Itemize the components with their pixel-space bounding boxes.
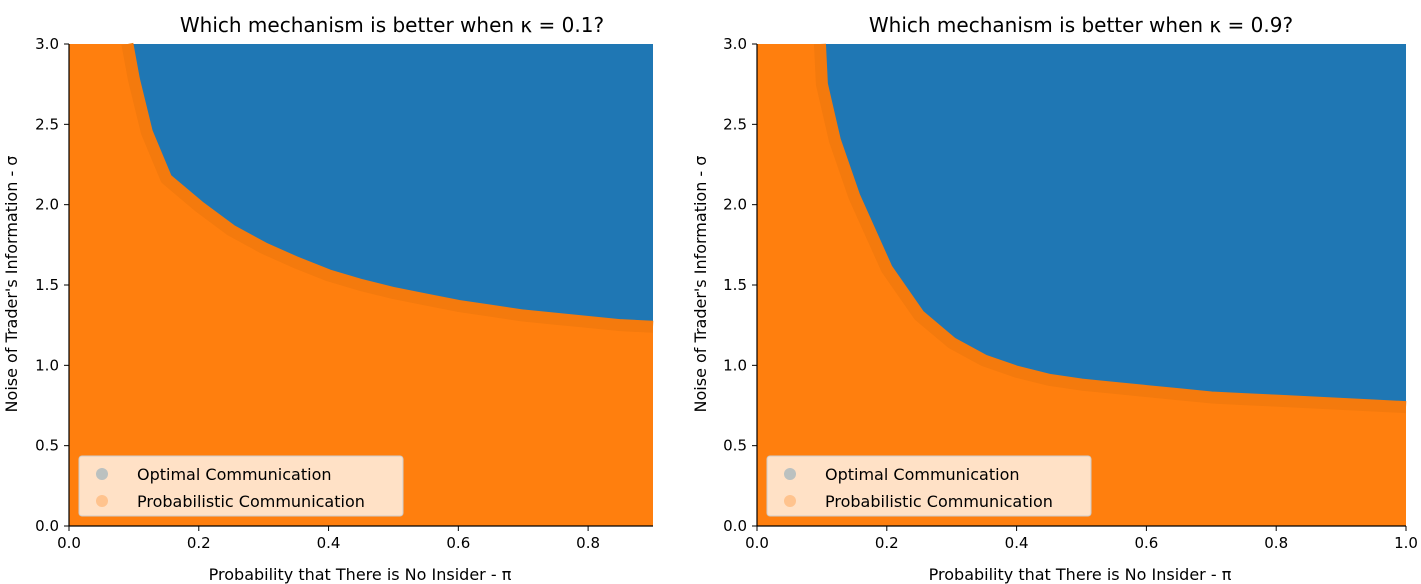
y-tick-label: 1.5 (35, 276, 59, 294)
boundary-line (813, 43, 1407, 414)
legend: Optimal Communication Probabilistic Commu… (766, 455, 1092, 517)
y-tick-label: 1.0 (723, 356, 747, 374)
x-tick-label: 0.0 (745, 534, 769, 552)
x-tick-label: 0.2 (187, 534, 211, 552)
legend-label: Probabilistic Communication (825, 492, 1053, 511)
chart-title: Which mechanism is better when κ = 0.9? (869, 13, 1293, 37)
plot-area (68, 42, 654, 527)
y-tick-label: 3.0 (35, 35, 59, 53)
y-tick-label: 1.5 (723, 276, 747, 294)
y-tick-label: 0.5 (723, 437, 747, 455)
axis-ticks: 0.0 0.2 0.4 0.6 0.8 1.0 0.0 0.5 1.0 1.5 2.0 2.5 3.0 (723, 35, 1418, 552)
x-axis-label: Probability that There is No Insider - π (209, 565, 512, 584)
legend: Optimal Communication Probabilistic Commu… (78, 455, 404, 517)
x-tick-label: 0.6 (1134, 534, 1158, 552)
x-tick-label: 0.8 (1264, 534, 1288, 552)
legend-label: Optimal Communication (137, 465, 332, 484)
axis-ticks: 0.0 0.2 0.4 0.6 0.8 0.0 0.5 1.0 1.5 2.0 2.5 3.0 (35, 35, 600, 552)
legend-marker (96, 468, 108, 480)
legend-marker (96, 495, 108, 507)
y-tick-label: 3.0 (723, 35, 747, 53)
x-tick-label: 0.6 (446, 534, 470, 552)
x-tick-label: 0.4 (1005, 534, 1029, 552)
x-tick-label: 0.8 (576, 534, 600, 552)
legend-box (78, 455, 404, 517)
y-tick-label: 0.5 (35, 437, 59, 455)
x-tick-label: 0.0 (57, 534, 81, 552)
chart-panel-kappa-0-1: Which mechanism is better when κ = 0.1? … (2, 13, 654, 584)
y-tick-label: 2.5 (35, 115, 59, 133)
y-tick-label: 1.0 (35, 356, 59, 374)
chart-panel-kappa-0-9: Which mechanism is better when κ = 0.9? … (691, 13, 1418, 584)
y-tick-label: 2.0 (723, 196, 747, 214)
y-axis-label: Noise of Trader's Information - σ (2, 156, 21, 413)
y-axis-label: Noise of Trader's Information - σ (691, 156, 710, 413)
legend-marker (784, 468, 796, 480)
x-tick-label: 1.0 (1394, 534, 1418, 552)
legend-box (766, 455, 1092, 517)
y-tick-label: 2.5 (723, 115, 747, 133)
x-axis-label: Probability that There is No Insider - π (929, 565, 1232, 584)
boundary-line (121, 42, 654, 333)
y-tick-label: 2.0 (35, 196, 59, 214)
chart-title: Which mechanism is better when κ = 0.1? (180, 13, 604, 37)
x-tick-label: 0.2 (875, 534, 899, 552)
y-tick-label: 0.0 (35, 517, 59, 535)
legend-label: Optimal Communication (825, 465, 1020, 484)
y-tick-label: 0.0 (723, 517, 747, 535)
legend-marker (784, 495, 796, 507)
probabilistic-communication-region (757, 44, 1406, 526)
x-tick-label: 0.4 (317, 534, 341, 552)
plot-area (756, 43, 1407, 527)
legend-label: Probabilistic Communication (137, 492, 365, 511)
